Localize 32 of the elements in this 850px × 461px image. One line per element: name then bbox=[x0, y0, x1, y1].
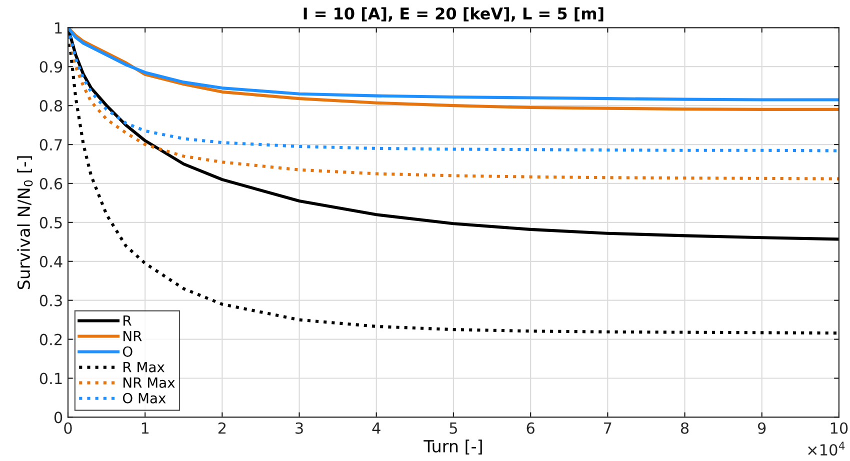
y-tick-label: 0.3 bbox=[40, 294, 62, 306]
legend-label: R bbox=[124, 315, 132, 326]
x-tick-label: 3 bbox=[296, 422, 303, 434]
chart-title: I = 10 [A], E = 20 [keV], L = 5 [m] bbox=[304, 7, 604, 22]
x-axis-title: Turn [-] bbox=[424, 440, 482, 454]
y-tick-label: 0.2 bbox=[40, 334, 62, 346]
x-tick-label: 4 bbox=[372, 422, 380, 434]
x-tick-label: 1 bbox=[142, 422, 149, 434]
y-axis-title: Survival N/N$_{0}$ [-] bbox=[17, 156, 33, 290]
text: ×10$^{4}$ bbox=[808, 442, 845, 456]
legend-label: O bbox=[122, 346, 132, 357]
legend-label: NR bbox=[124, 330, 142, 342]
x-tick-label: 5 bbox=[450, 422, 457, 434]
legend-label: R Max bbox=[124, 362, 164, 372]
x-tick-label: 2 bbox=[218, 422, 226, 434]
x-tick-label: 10 bbox=[830, 422, 848, 434]
legend-label: NR Max bbox=[124, 378, 175, 388]
y-tick-label: 0.9 bbox=[40, 61, 62, 73]
legend-label: O Max bbox=[122, 392, 166, 404]
y-tick-label: 0.8 bbox=[40, 100, 62, 112]
y-tick-label: 0.5 bbox=[40, 216, 62, 228]
y-tick-label: 1 bbox=[55, 22, 62, 34]
y-tick-label: 0.6 bbox=[40, 178, 62, 190]
x-tick-label: 9 bbox=[758, 422, 766, 434]
y-tick-label: 0 bbox=[54, 412, 62, 424]
y-tick-label: 0.4 bbox=[40, 256, 62, 268]
y-tick-label: 0.7 bbox=[40, 138, 62, 151]
x-tick-label: 6 bbox=[526, 422, 534, 434]
x-tick-label: 0 bbox=[64, 422, 72, 434]
x-tick-label: 8 bbox=[680, 422, 689, 434]
x-tick-label: 7 bbox=[604, 422, 612, 434]
y-tick-label: 0.1 bbox=[40, 372, 62, 384]
